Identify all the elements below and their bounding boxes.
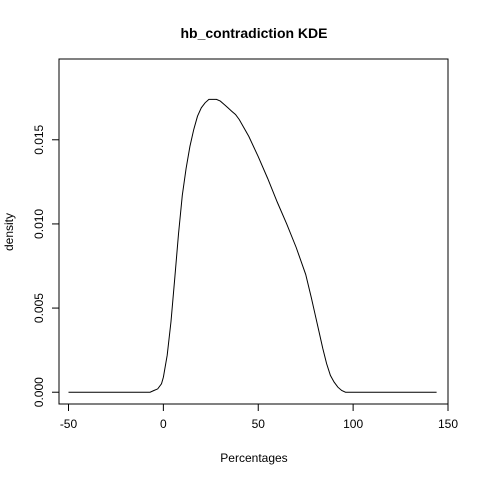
y-axis-label: density <box>2 213 16 251</box>
x-tick-label: 150 <box>438 417 458 431</box>
y-tick-label: 0.000 <box>32 377 46 407</box>
x-axis: -50 0 50 100 150 <box>60 403 458 431</box>
x-axis-label: Percentages <box>220 451 287 465</box>
x-tick-label: 50 <box>252 417 266 431</box>
y-tick-label: 0.005 <box>32 293 46 323</box>
x-tick-label: 0 <box>160 417 167 431</box>
x-tick-label: -50 <box>60 417 78 431</box>
chart-title: hb_contradiction KDE <box>180 25 327 41</box>
kde-density-line <box>68 98 437 393</box>
y-tick-label: 0.015 <box>32 124 46 154</box>
x-tick-label: 100 <box>343 417 363 431</box>
y-tick-label: 0.010 <box>32 209 46 239</box>
y-axis: 0.000 0.005 0.010 0.015 <box>32 124 60 407</box>
